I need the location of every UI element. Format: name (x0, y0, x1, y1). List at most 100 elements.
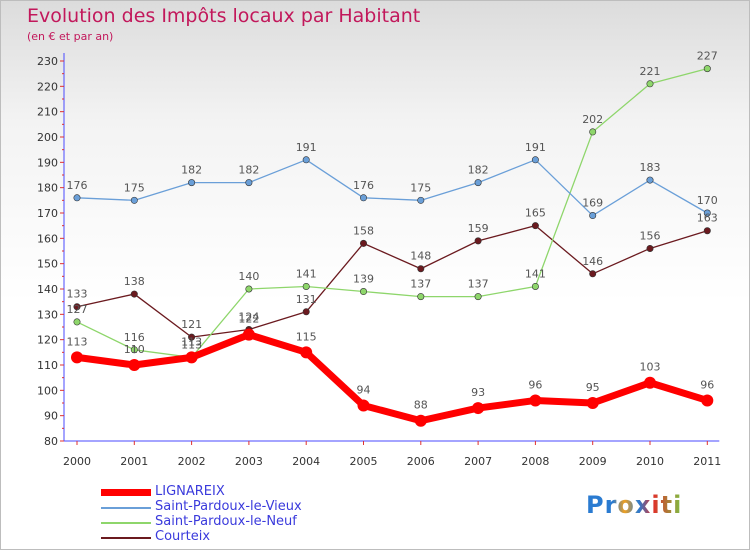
data-point (644, 376, 656, 389)
legend-swatch (101, 489, 151, 496)
legend-item: LIGNAREIX (101, 484, 401, 500)
data-label: 133 (67, 288, 88, 301)
data-point (242, 328, 255, 341)
y-tick-label: 150 (37, 258, 58, 271)
series-group (71, 65, 714, 427)
series-line-2 (76, 67, 708, 359)
data-point (474, 237, 482, 245)
data-point (71, 351, 83, 364)
data-point (130, 196, 138, 204)
data-point (302, 282, 310, 290)
data-label: 113 (67, 335, 88, 348)
x-tick-label: 2005 (350, 455, 378, 468)
data-point (703, 209, 711, 217)
data-label: 139 (353, 273, 374, 286)
data-label: 96 (528, 378, 542, 391)
data-point (646, 244, 654, 252)
data-label: 110 (124, 343, 145, 356)
data-label: 113 (181, 338, 202, 351)
data-point (531, 282, 539, 290)
x-tick-label: 2007 (464, 455, 492, 468)
y-tick-label: 100 (37, 384, 58, 397)
data-label: 175 (124, 181, 145, 194)
logo-text: Proxiti (586, 491, 683, 519)
legend-item: Saint-Pardoux-le-Vieux (101, 499, 401, 515)
data-point (188, 333, 196, 341)
y-tick-label: 160 (37, 232, 58, 245)
data-label: 183 (640, 161, 661, 174)
legend-label: Courteix (155, 529, 211, 544)
x-tick-label: 2006 (407, 455, 435, 468)
data-label: 182 (468, 164, 489, 177)
data-label: 124 (238, 311, 259, 324)
y-tick-label: 140 (37, 283, 58, 296)
data-label: 121 (181, 318, 202, 331)
data-point (646, 176, 654, 184)
data-label: 182 (181, 164, 202, 177)
y-tick-label: 90 (44, 410, 58, 423)
legend-swatch (101, 537, 151, 539)
data-label: 146 (582, 255, 603, 268)
data-point (531, 156, 539, 164)
proxiti-logo: Proxiti (586, 491, 682, 519)
data-label: 103 (640, 361, 661, 374)
y-tick-label: 230 (37, 55, 58, 68)
data-point (474, 293, 482, 301)
data-labels: 133 138 121 124 131 158 148 159 165 146 156 163 127 1… (67, 50, 718, 412)
legend-swatch (101, 522, 151, 524)
legend: LIGNAREIX Saint-Pardoux-le-Vieux Saint-Par… (101, 484, 401, 545)
data-point (531, 222, 539, 230)
series-line-3 (76, 225, 708, 338)
data-label: 191 (525, 141, 546, 154)
data-point (130, 290, 138, 298)
data-label: 116 (124, 331, 145, 344)
y-tick-label: 110 (37, 359, 58, 372)
y-tick-label: 80 (44, 435, 58, 448)
data-label: 95 (586, 381, 600, 394)
x-tick-label: 2011 (693, 455, 721, 468)
data-point (589, 212, 597, 220)
data-label: 96 (700, 378, 714, 391)
data-label: 94 (357, 384, 371, 397)
data-label: 115 (296, 330, 317, 343)
data-label: 137 (468, 278, 489, 291)
data-point (589, 270, 597, 278)
y-tick-label: 210 (37, 106, 58, 119)
data-point (472, 402, 485, 415)
data-label: 131 (296, 293, 317, 306)
data-point (357, 399, 370, 412)
data-point (300, 346, 313, 359)
data-point (417, 196, 425, 204)
legend-swatch (101, 507, 151, 509)
y-tick-label: 190 (37, 156, 58, 169)
data-point (701, 394, 714, 407)
data-point (417, 293, 425, 301)
x-tick-label: 2000 (63, 455, 91, 468)
legend-item: Saint-Pardoux-le-Neuf (101, 514, 401, 530)
x-tick-label: 2001 (120, 455, 148, 468)
data-point (302, 156, 310, 164)
y-tick-label: 180 (37, 182, 58, 195)
data-label: 176 (353, 179, 374, 192)
data-point (245, 179, 253, 187)
data-point (130, 346, 138, 354)
data-label: 88 (414, 399, 428, 412)
legend-label: LIGNAREIX (155, 484, 225, 499)
data-label: 227 (697, 50, 718, 63)
data-label: 169 (582, 197, 603, 210)
data-label: 182 (238, 164, 259, 177)
x-tick-label: 2002 (178, 455, 206, 468)
data-point (188, 179, 196, 187)
data-label: 93 (471, 386, 485, 399)
data-point (586, 397, 599, 409)
data-point (245, 285, 253, 293)
data-label: 137 (410, 278, 431, 291)
legend-label: Saint-Pardoux-le-Neuf (155, 514, 297, 529)
data-point (73, 194, 81, 202)
y-tick-label: 200 (37, 131, 58, 144)
data-label: 176 (67, 179, 88, 192)
data-label: 158 (353, 224, 374, 237)
data-label: 202 (582, 113, 603, 126)
data-point (589, 128, 597, 136)
y-tick-label: 120 (37, 334, 58, 347)
